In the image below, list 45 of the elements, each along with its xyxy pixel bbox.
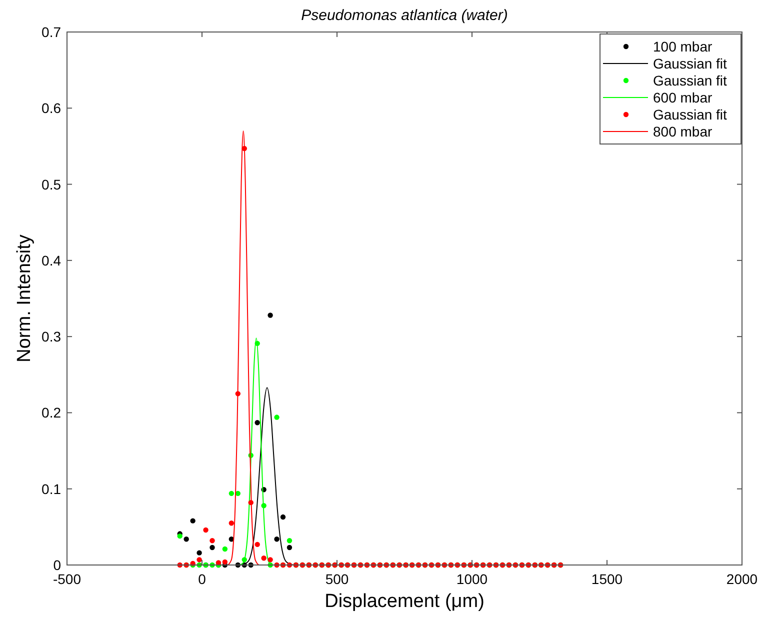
y-tick-label: 0.3 [42,328,62,345]
point [286,544,292,550]
point [286,538,292,544]
point [280,514,286,520]
legend-label: Gaussian fit [653,106,728,122]
legend-label: 100 mbar [653,38,712,54]
y-tick-label: 0 [53,557,62,573]
legend-label: 800 mbar [653,124,712,140]
legend-label: Gaussian fit [653,56,728,72]
y-tick-label: 0.2 [42,404,62,421]
x-tick-label: 1500 [591,571,623,587]
point [196,550,202,556]
x-tick-label: 2000 [726,571,758,587]
point [222,546,228,552]
point [254,420,260,426]
legend-label: Gaussian fit [653,72,728,88]
x-tick-label: 1000 [456,571,488,587]
point [261,556,266,561]
x-tick-label: 0 [198,571,206,587]
point [196,557,202,562]
chart-title: Pseudomonas atlantica (water) [301,7,508,24]
point [228,520,234,526]
point [177,533,182,539]
point [222,559,228,565]
point [228,490,234,496]
legend-label: 600 mbar [653,90,712,106]
point [254,542,260,548]
y-axis-title: Norm. Intensity [14,234,35,362]
y-tick-label: 0.7 [42,24,62,40]
y-tick-label: 0.4 [42,252,62,268]
point [274,536,280,542]
point [274,414,280,420]
point [184,536,189,542]
y-tick-label: 0.1 [42,480,62,497]
x-tick-label: 500 [325,571,349,587]
point [268,312,273,318]
y-tick-label: 0.5 [42,176,62,192]
point [210,538,215,544]
point [268,557,273,562]
point [210,544,215,550]
point [203,527,208,533]
x-axis-title: Displacement (μm) [324,591,484,612]
y-tick-label: 0.6 [42,100,62,116]
point [190,518,196,524]
x-tick-label: -500 [52,571,82,587]
